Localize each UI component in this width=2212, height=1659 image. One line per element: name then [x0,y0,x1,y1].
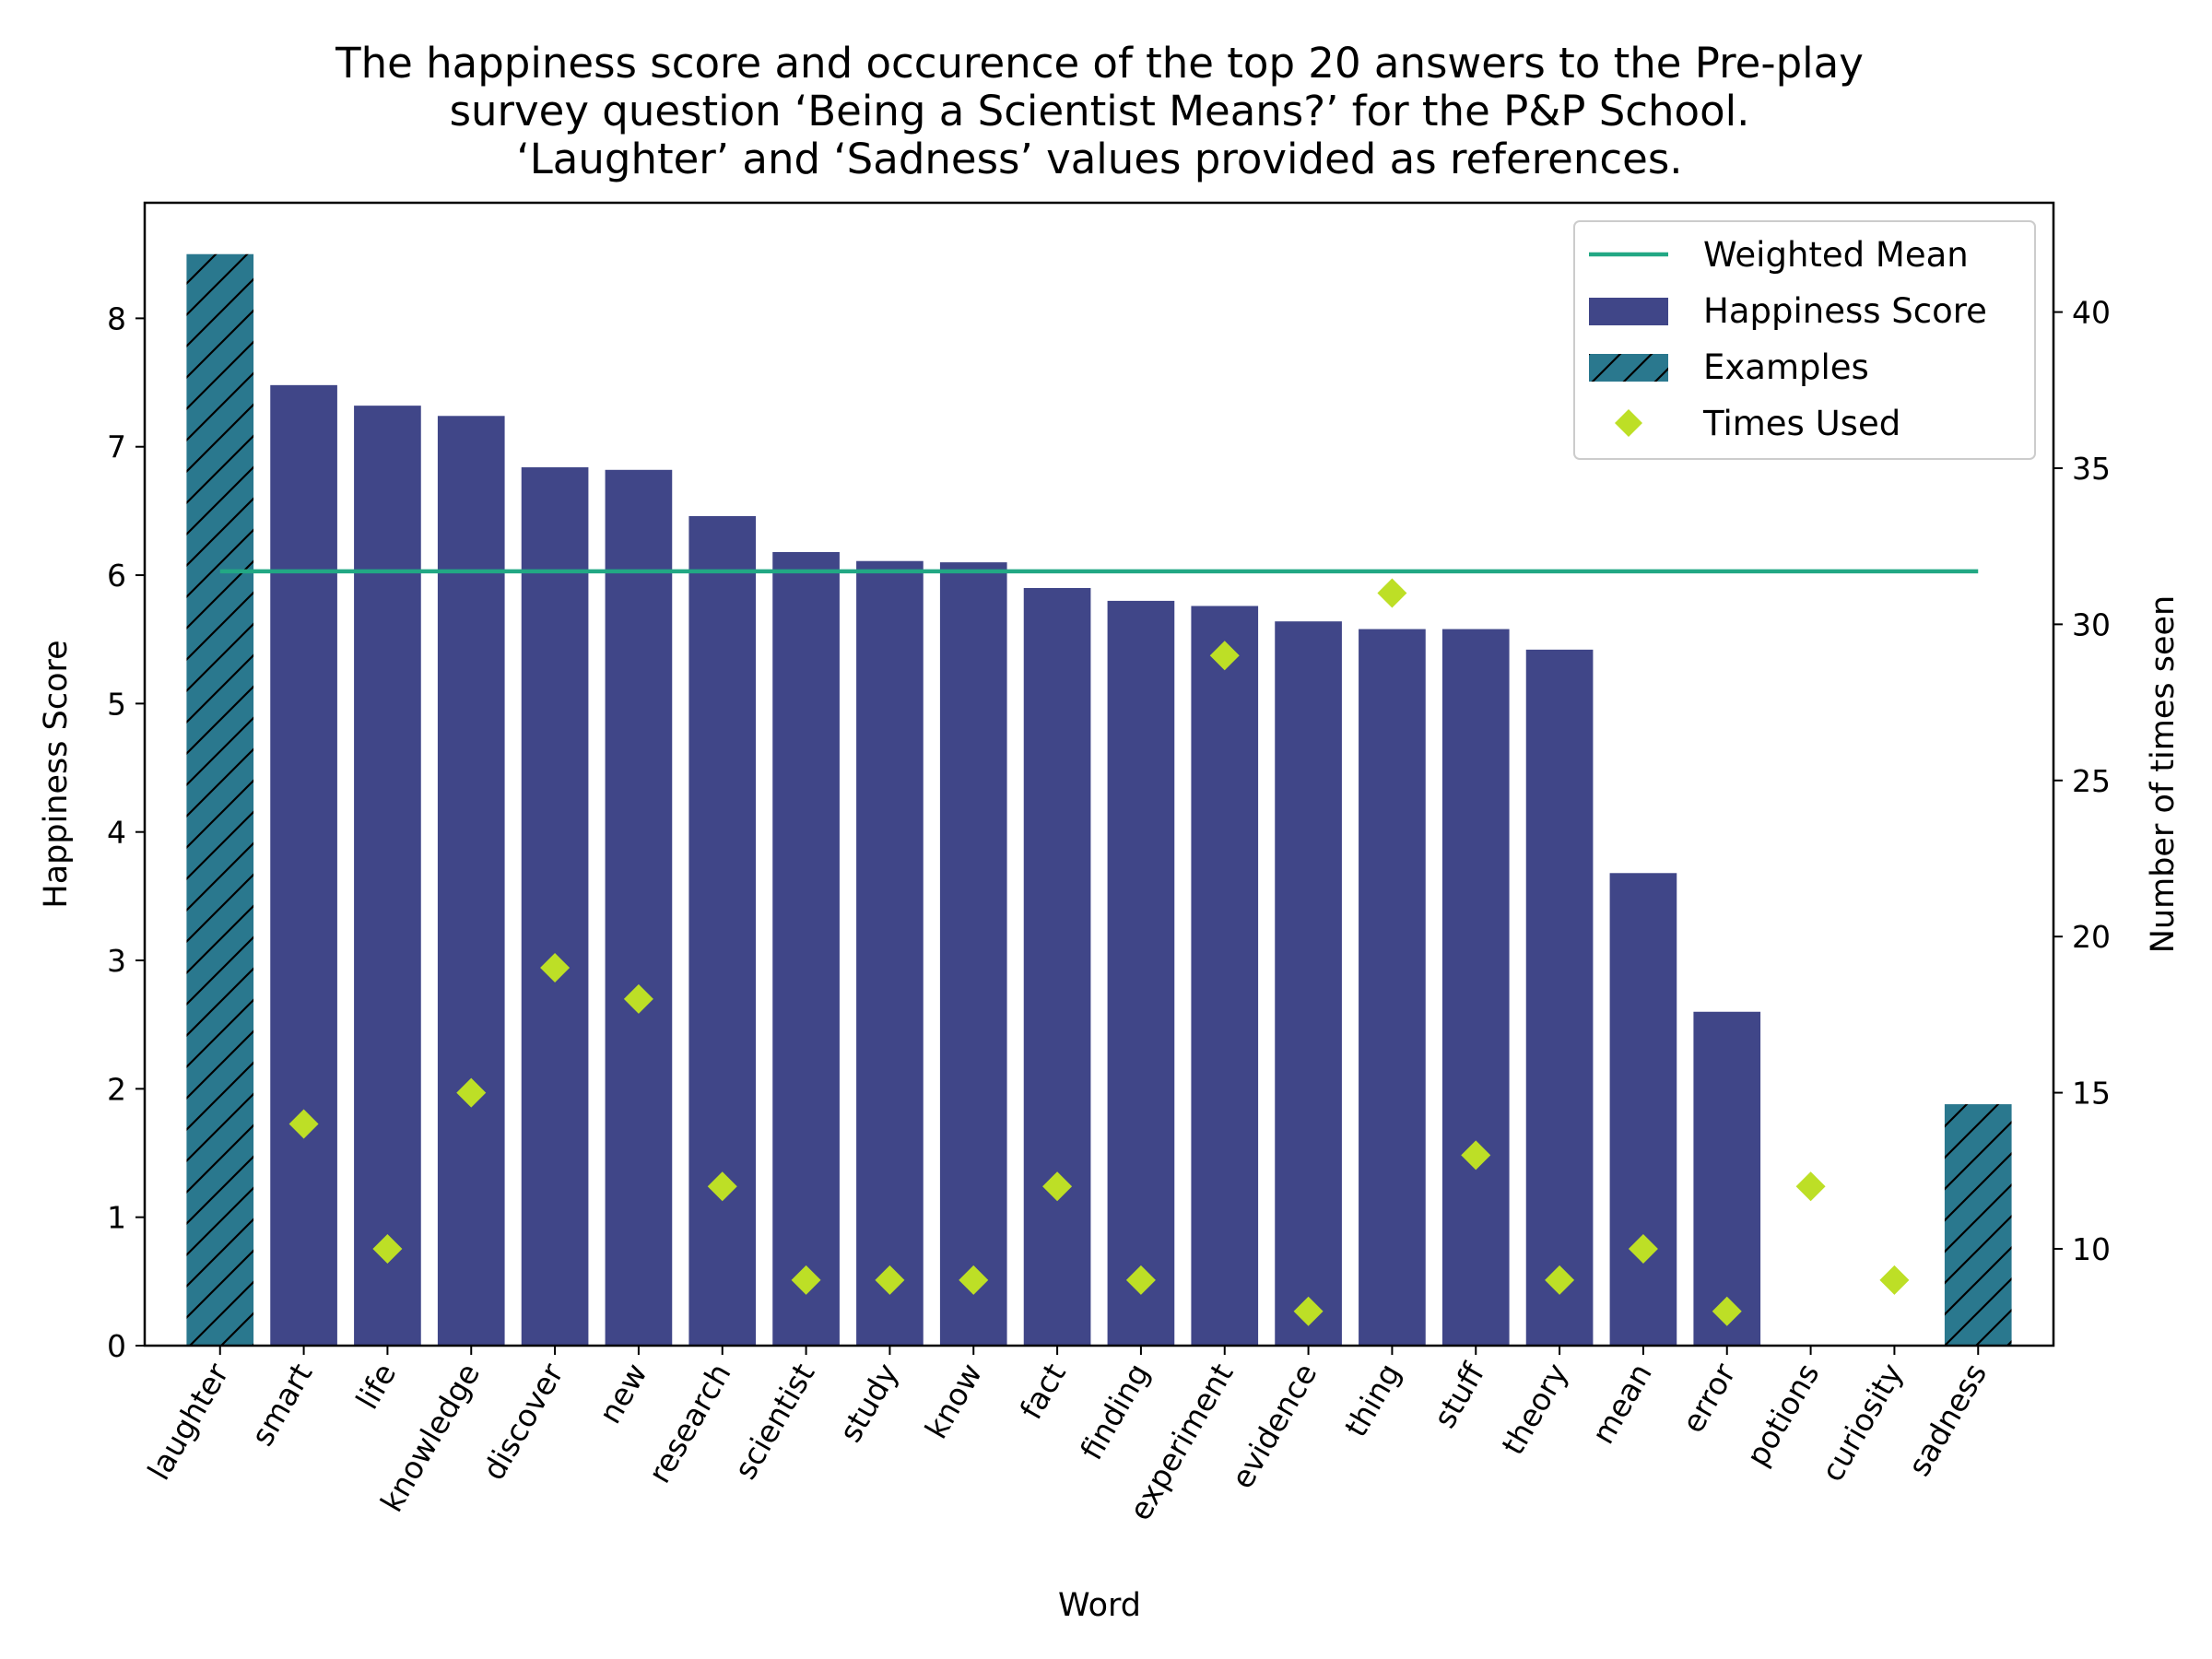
happiness-bar-experiment [1191,606,1259,1346]
legend-box [1573,220,2036,460]
times-used-marker-potions [1795,1171,1826,1202]
x-tick-label-laughter: laughter [140,1357,235,1486]
times-used-marker-curiosity [1879,1265,1910,1295]
chart-title-line: survey question ‘Being a Scientist Means… [450,87,1750,135]
times-used-marker-fact [1042,1171,1073,1202]
y2-tick-label: 20 [2072,919,2111,955]
x-tick-label-curiosity: curiosity [1814,1358,1910,1488]
happiness-bar-smart [270,384,337,1347]
y-tick-label: 6 [107,558,126,594]
times-used-marker-mean [1628,1233,1658,1264]
times-used-marker-evidence [1293,1296,1324,1326]
times-used-marker-life [372,1233,403,1264]
happiness-bar-life [354,406,421,1346]
x-tick-label-study: study [832,1358,906,1449]
happiness-bar-evidence [1275,621,1342,1346]
happiness-bar-theory [1525,649,1594,1346]
happiness-bar-fact [1023,587,1091,1346]
y-tick-label: 5 [107,686,126,722]
y2-tick-label: 25 [2072,763,2111,799]
happiness-bar-thing [1359,629,1426,1346]
y-tick-label: 2 [107,1071,126,1107]
y2-tick-label: 30 [2072,606,2111,642]
legend-label: Examples [1703,347,1869,387]
times-used-marker-knowledge [456,1077,487,1108]
x-tick-label-fact: fact [1013,1357,1073,1425]
x-tick-label-know: know [918,1358,989,1445]
chart-title-line: ‘Laughter’ and ‘Sadness’ values provided… [516,135,1682,183]
y-tick-label: 4 [107,815,126,851]
x-tick-label-scientist: scientist [727,1357,822,1485]
y-tick-label: 7 [107,429,126,465]
x-tick-label-life: life [348,1358,403,1416]
times-used-marker-study [875,1265,905,1295]
x-tick-label-error: error [1675,1357,1743,1439]
times-used-marker-theory [1545,1265,1575,1295]
legend-label: Weighted Mean [1703,235,1969,275]
times-used-marker-research [707,1171,737,1202]
times-used-marker-thing [1377,578,1407,608]
y2-axis-label: Number of times seen [2145,595,2182,954]
happiness-bar-stuff [1441,629,1510,1346]
happiness-bar-scientist [772,551,840,1346]
happiness-bar-mean [1609,873,1677,1346]
legend-label: Happiness Score [1703,291,1987,331]
legend: Weighted Mean Happiness Score Examples Time… [1573,220,2036,460]
times-used-marker-error [1712,1296,1742,1326]
y-tick-label: 8 [107,300,126,336]
x-tick-label-evidence: evidence [1224,1358,1324,1495]
legend-label: Times Used [1702,404,1900,443]
x-tick-label-thing: thing [1337,1358,1407,1443]
chart-title-line: The happiness score and occurence of the… [335,39,1864,88]
happiness-bar-know [939,562,1007,1346]
times-used-marker-smart [288,1109,319,1139]
y-tick-label: 1 [107,1200,126,1236]
happiness-bar-study [856,560,924,1346]
x-tick-label-theory: theory [1495,1358,1576,1462]
plot-frame [143,201,2055,1347]
example-bar-sadness [1944,1104,2012,1346]
x-tick-label-stuff: stuff [1427,1356,1492,1433]
times-used-marker-know [959,1265,989,1295]
x-tick-label-potions: potions [1739,1358,1827,1473]
x-tick-label-sadness: sadness [1900,1358,1994,1483]
happiness-bar-knowledge [437,416,505,1346]
example-bar-laughter [186,253,254,1346]
legend-diamond-swatch [1615,409,1642,437]
happiness-bar-error [1693,1011,1761,1346]
y2-tick-label: 35 [2072,451,2111,487]
happiness-bar-new [605,469,673,1347]
x-tick-label-new: new [592,1358,654,1430]
y2-tick-label: 40 [2072,295,2111,331]
happiness-bar-discover [521,467,589,1346]
times-used-marker-finding [1125,1265,1156,1295]
happiness-bar-finding [1107,600,1175,1346]
times-used-marker-experiment [1209,641,1240,671]
x-tick-label-finding: finding [1073,1358,1157,1466]
y2-tick-label: 15 [2072,1076,2111,1112]
legend-bar-swatch [1589,298,1668,325]
times-used-marker-discover [540,953,571,983]
x-tick-label-smart: smart [244,1357,320,1452]
y2-tick-label: 10 [2072,1231,2111,1267]
times-used-marker-stuff [1461,1140,1491,1171]
legend-hatch-swatch [1589,354,1668,382]
x-axis-label: Word [1058,1587,1141,1624]
times-used-marker-new [623,983,653,1014]
y-axis-label: Happiness Score [38,640,75,908]
happiness-bar-research [688,515,757,1346]
y-tick-label: 3 [107,943,126,979]
x-tick-label-research: research [641,1358,738,1489]
x-tick-label-mean: mean [1584,1358,1659,1451]
y-tick-label: 0 [107,1328,126,1364]
times-used-marker-scientist [791,1265,821,1295]
x-tick-label-discover: discover [476,1357,571,1486]
